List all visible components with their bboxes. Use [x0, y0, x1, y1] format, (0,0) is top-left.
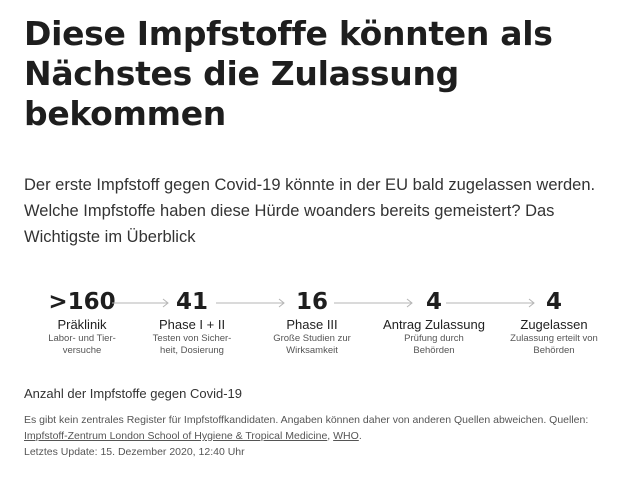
- note-text: Es gibt kein zentrales Register für Impf…: [24, 414, 589, 426]
- arrow-right-icon: [444, 295, 538, 311]
- step-desc-line: heit, Dosierung: [160, 345, 224, 356]
- step-label: Präklinik: [57, 317, 107, 332]
- step-desc-line: Prüfung durch: [404, 333, 464, 344]
- arrow-right-icon: [214, 295, 288, 311]
- step-desc-line: Behörden: [413, 345, 455, 356]
- note-separator: ,: [327, 430, 334, 442]
- step-desc-line: Große Studien zur: [273, 333, 351, 344]
- step-desc-line: Behörden: [533, 345, 575, 356]
- source-link-who[interactable]: WHO: [333, 430, 359, 442]
- step-desc-line: Testen von Sicher-: [152, 333, 232, 344]
- figure-caption: Anzahl der Impfstoffe gegen Covid-19: [24, 386, 243, 401]
- vaccine-pipeline: >160 Präklinik Labor- und Tier- versuche…: [22, 287, 622, 367]
- article-headline: Diese Impfstoffe könnten als Nächstes di…: [24, 14, 553, 133]
- step-desc-line: Zulassung erteilt von: [510, 333, 598, 344]
- step-preclinical: >160 Präklinik Labor- und Tier- versuche: [22, 287, 142, 357]
- step-phase-1-2: 41 Phase I + II Testen von Sicher- heit,…: [132, 287, 252, 357]
- step-approved: 4 Zugelassen Zulassung erteilt von Behör…: [494, 287, 614, 357]
- step-number: 4: [425, 289, 442, 315]
- source-note: Es gibt kein zentrales Register für Impf…: [24, 412, 614, 460]
- last-update: Letztes Update: 15. Dezember 2020, 12:40…: [24, 446, 245, 458]
- step-label: Phase III: [286, 317, 338, 332]
- step-number: 41: [175, 289, 208, 315]
- step-label: Antrag Zulassung: [383, 317, 485, 332]
- article-intro: Der erste Impfstoff gegen Covid-19 könnt…: [24, 176, 596, 246]
- arrow-right-icon: [332, 295, 416, 311]
- step-desc-line: Labor- und Tier-: [48, 333, 116, 344]
- step-desc-line: Wirksamkeit: [286, 345, 338, 356]
- step-desc-line: versuche: [62, 345, 102, 356]
- note-period: .: [358, 430, 362, 442]
- step-label: Zugelassen: [520, 317, 588, 332]
- arrow-right-icon: [110, 295, 172, 311]
- step-number: 16: [295, 289, 328, 315]
- step-phase-3: 16 Phase III Große Studien zur Wirksamke…: [252, 287, 372, 357]
- step-label: Phase I + II: [158, 317, 226, 332]
- step-application: 4 Antrag Zulassung Prüfung durch Behörde…: [374, 287, 494, 357]
- step-number: 4: [545, 289, 562, 315]
- source-link-lshtm[interactable]: Impfstoff-Zentrum London School of Hygie…: [24, 430, 328, 442]
- step-number: >160: [48, 289, 116, 315]
